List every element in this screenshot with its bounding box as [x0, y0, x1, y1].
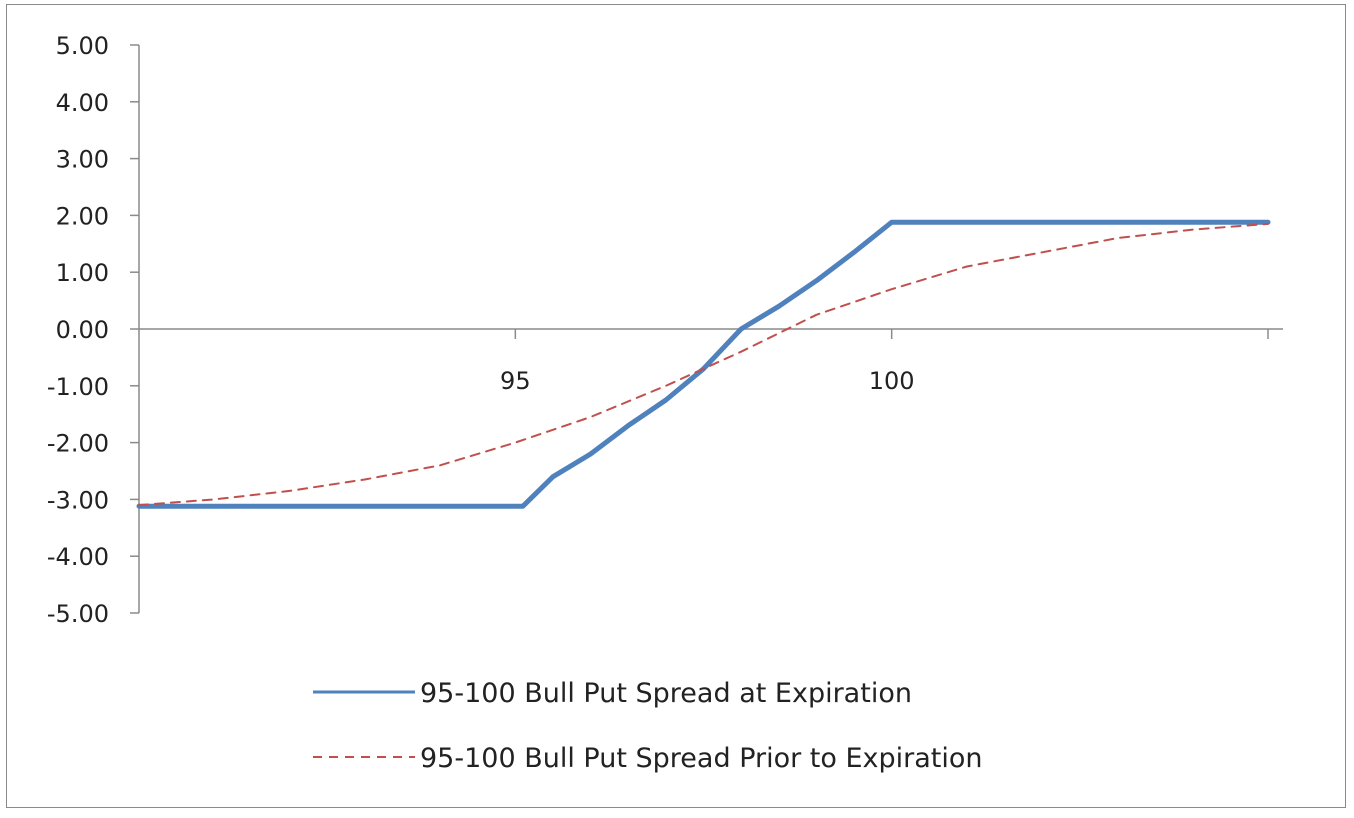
y-tick-label: 5.00: [56, 32, 109, 60]
y-tick-label: -3.00: [47, 486, 109, 514]
x-tick-label: 95: [500, 367, 531, 395]
series-line-at-expiration: [136, 219, 1271, 509]
y-tick-label: -2.00: [47, 430, 109, 458]
y-tick-label: -4.00: [47, 543, 109, 571]
series-group: [136, 219, 1271, 509]
y-tick-label: 1.00: [56, 259, 109, 287]
x-axis: 95 100: [139, 328, 1283, 395]
y-tick-label: -5.00: [47, 600, 109, 628]
y-tick-label: 2.00: [56, 202, 109, 230]
y-tick-label: 3.00: [56, 146, 109, 174]
y-tick-label: -1.00: [47, 373, 109, 401]
legend-label: 95-100 Bull Put Spread Prior to Expirati…: [420, 743, 983, 774]
y-tick-label: 4.00: [56, 89, 109, 117]
x-tick-label: 100: [869, 367, 915, 395]
chart-frame: [6, 4, 1346, 808]
series-line-prior-to-expiration: [138, 222, 1269, 507]
legend-label: 95-100 Bull Put Spread at Expiration: [420, 678, 912, 709]
legend: 95-100 Bull Put Spread at Expiration 95-1…: [313, 678, 983, 774]
y-axis: 5.00 4.00 3.00 2.00 1.00 0.00 -1.00 -2.00 -3.00 -…: [47, 32, 140, 628]
y-tick-label: 0.00: [56, 316, 109, 344]
